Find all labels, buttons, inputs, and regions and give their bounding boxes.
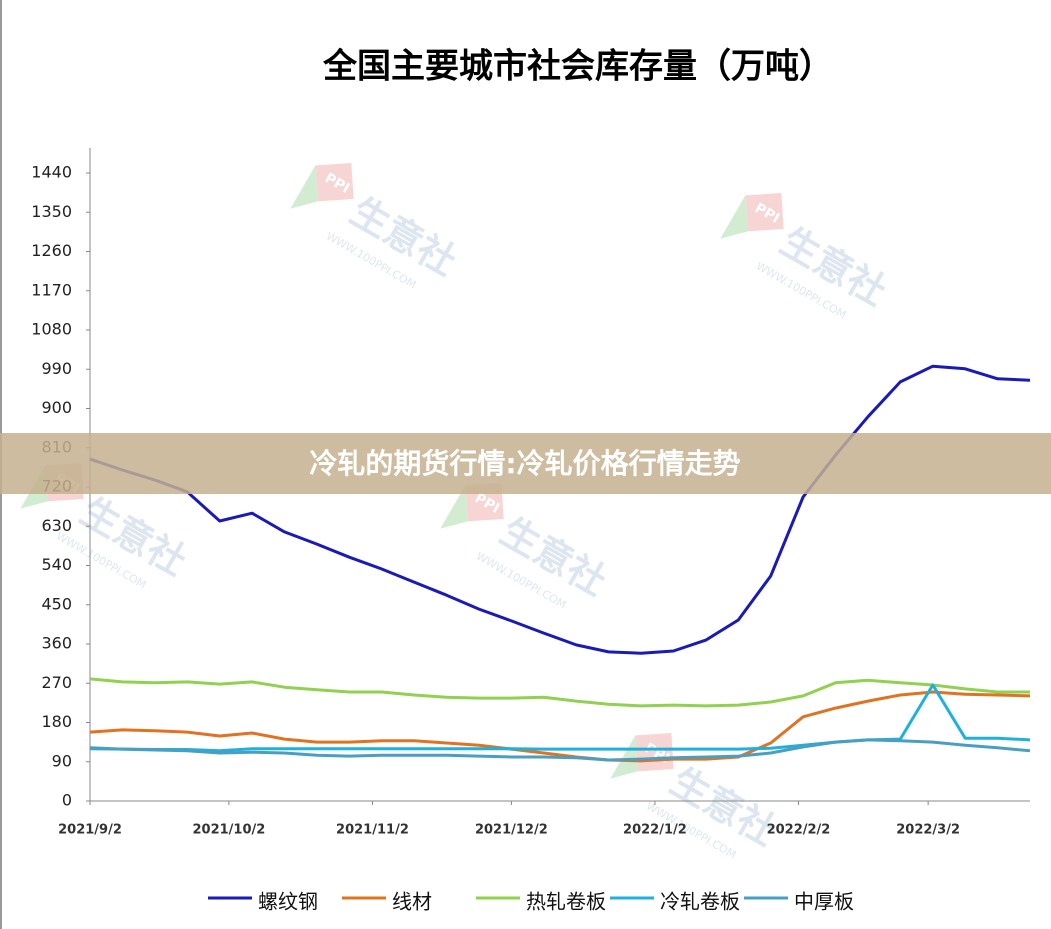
y-tick-label: 1170 (31, 280, 72, 299)
x-tick-label: 2022/2/2 (767, 823, 831, 838)
watermark-logo-base (720, 195, 748, 239)
x-tick-label: 2021/10/2 (193, 823, 266, 838)
watermark-logo-base (440, 485, 468, 529)
series-line (89, 677, 1030, 708)
y-tick-label: 540 (41, 555, 72, 574)
y-tick-label: 360 (41, 634, 72, 653)
legend: 螺纹钢 线材 热轧卷板 冷轧卷板 中厚板 (208, 890, 854, 914)
y-tick-label: 90 (52, 751, 72, 770)
y-tick-label: 270 (41, 673, 72, 692)
x-tick-label: 2021/9/2 (58, 823, 122, 838)
watermark-name: 生意社 (343, 189, 464, 284)
y-tick-label: 1260 (31, 241, 72, 260)
series-line (89, 364, 1031, 655)
watermark-logo (315, 163, 354, 202)
watermark-name: 生意社 (663, 759, 784, 854)
watermark-name: 生意社 (493, 509, 614, 604)
x-tick-label: 2021/11/2 (336, 823, 409, 838)
y-tick-label: 1350 (31, 202, 72, 221)
legend-label: 冷轧卷板 (660, 890, 740, 914)
y-tick-label: 900 (41, 398, 72, 417)
banner-text: 冷轧的期货行情:冷轧价格行情走势 (309, 447, 740, 480)
legend-label: 热轧卷板 (526, 890, 606, 914)
x-tick-label: 2022/3/2 (896, 823, 960, 838)
chart-title: 全国主要城市社会库存量（万吨） (322, 47, 833, 87)
watermark-name: 生意社 (73, 489, 194, 584)
y-tick-label: 1080 (31, 320, 72, 339)
watermark-logo (745, 193, 784, 232)
y-tick-label: 0 (62, 791, 72, 810)
y-tick-label: 630 (41, 516, 72, 535)
banner-bg (0, 433, 1051, 494)
watermark-logo-base (290, 165, 318, 209)
series-line (89, 690, 1031, 763)
watermark-logo-base (610, 735, 638, 779)
x-tick-label: 2022/1/2 (623, 823, 687, 838)
legend-label: 线材 (392, 890, 432, 914)
watermark-name: 生意社 (773, 219, 894, 314)
y-tick-label: 450 (41, 594, 72, 613)
legend-label: 中厚板 (794, 890, 854, 914)
y-tick-label: 180 (41, 712, 72, 731)
y-tick-label: 1440 (31, 163, 72, 182)
series-line (89, 738, 1031, 762)
legend-label: 螺纹钢 (258, 890, 318, 914)
y-tick-label: 990 (41, 359, 72, 378)
x-tick-label: 2021/12/2 (475, 823, 548, 838)
